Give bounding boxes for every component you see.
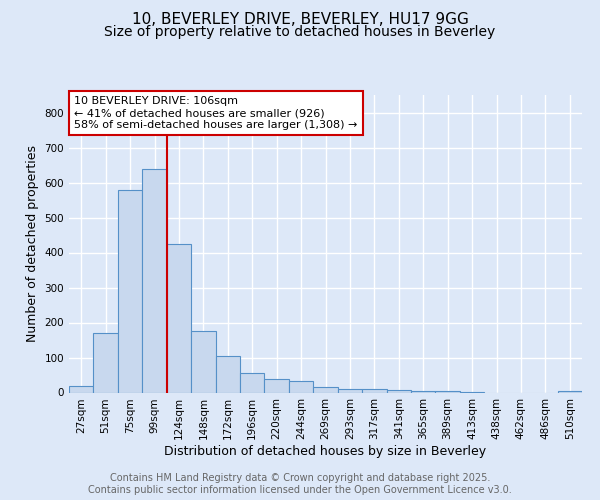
- Bar: [557, 391, 582, 392]
- Bar: [69, 386, 94, 392]
- Bar: [313, 387, 338, 392]
- Bar: [142, 168, 167, 392]
- Bar: [215, 356, 240, 393]
- Text: Contains HM Land Registry data © Crown copyright and database right 2025.
Contai: Contains HM Land Registry data © Crown c…: [88, 474, 512, 495]
- Bar: [411, 391, 436, 392]
- Bar: [167, 244, 191, 392]
- Bar: [386, 390, 411, 392]
- Bar: [436, 391, 460, 392]
- Bar: [94, 333, 118, 392]
- Text: Size of property relative to detached houses in Beverley: Size of property relative to detached ho…: [104, 25, 496, 39]
- Bar: [118, 190, 142, 392]
- Bar: [265, 378, 289, 392]
- Y-axis label: Number of detached properties: Number of detached properties: [26, 145, 39, 342]
- Bar: [240, 372, 265, 392]
- X-axis label: Distribution of detached houses by size in Beverley: Distribution of detached houses by size …: [164, 445, 487, 458]
- Bar: [191, 331, 215, 392]
- Text: 10, BEVERLEY DRIVE, BEVERLEY, HU17 9GG: 10, BEVERLEY DRIVE, BEVERLEY, HU17 9GG: [131, 12, 469, 28]
- Text: 10 BEVERLEY DRIVE: 106sqm
← 41% of detached houses are smaller (926)
58% of semi: 10 BEVERLEY DRIVE: 106sqm ← 41% of detac…: [74, 96, 358, 130]
- Bar: [362, 390, 386, 392]
- Bar: [289, 382, 313, 392]
- Bar: [338, 389, 362, 392]
